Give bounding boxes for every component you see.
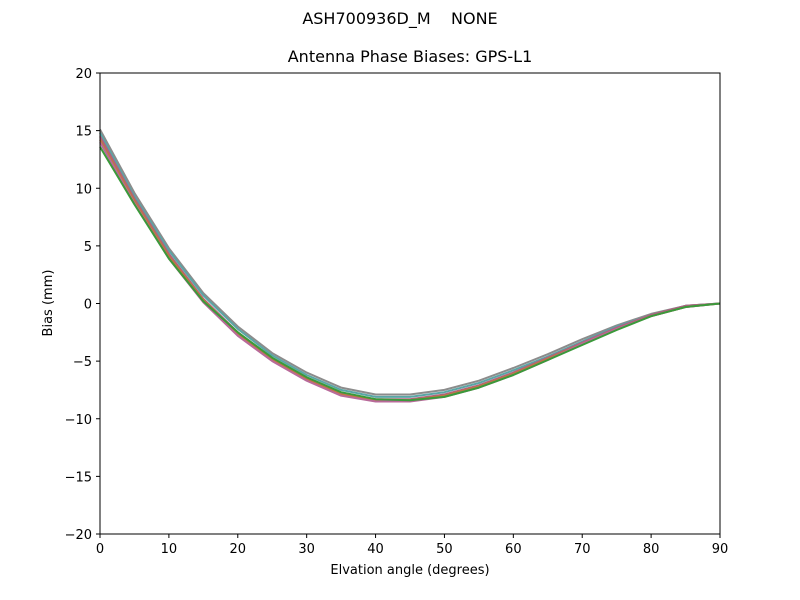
x-tick-label: 10 xyxy=(161,542,178,557)
series-line-2 xyxy=(99,132,721,398)
chart-title: Antenna Phase Biases: GPS-L1 xyxy=(287,47,533,66)
y-tick-label: −15 xyxy=(65,470,92,485)
figure-suptitle: ASH700936D_M NONE xyxy=(302,9,498,28)
y-axis-label: Bias (mm) xyxy=(41,270,56,337)
y-tick-label: −10 xyxy=(65,413,92,428)
x-tick-label: 0 xyxy=(96,542,104,557)
x-tick-label: 40 xyxy=(367,542,384,557)
series-line-3 xyxy=(99,135,721,401)
x-tick-label: 80 xyxy=(643,542,660,557)
x-axis-ticks: 0 10 20 30 40 50 60 70 80 90 xyxy=(96,534,728,557)
y-axis-ticks: −20 −15 −10 −5 0 5 10 15 20 xyxy=(65,67,100,543)
y-tick-label: −5 xyxy=(73,355,92,370)
x-tick-label: 90 xyxy=(712,542,729,557)
x-tick-label: 60 xyxy=(505,542,522,557)
y-tick-label: 0 xyxy=(84,298,92,313)
series-line-4 xyxy=(99,139,721,402)
y-tick-label: 15 xyxy=(75,125,92,140)
x-tick-label: 30 xyxy=(298,542,315,557)
y-tick-label: 10 xyxy=(75,182,92,197)
x-axis-label: Elvation angle (degrees) xyxy=(330,563,489,578)
x-tick-label: 50 xyxy=(436,542,453,557)
series-line-5 xyxy=(99,141,721,403)
x-tick-label: 70 xyxy=(574,542,591,557)
data-lines xyxy=(99,129,721,403)
series-line-6 xyxy=(99,146,721,402)
y-tick-label: −20 xyxy=(65,528,92,543)
series-line-1 xyxy=(99,129,721,396)
plot-frame xyxy=(99,72,721,535)
y-tick-label: 5 xyxy=(84,240,92,255)
x-tick-label: 20 xyxy=(230,542,247,557)
y-tick-label: 20 xyxy=(75,67,92,82)
